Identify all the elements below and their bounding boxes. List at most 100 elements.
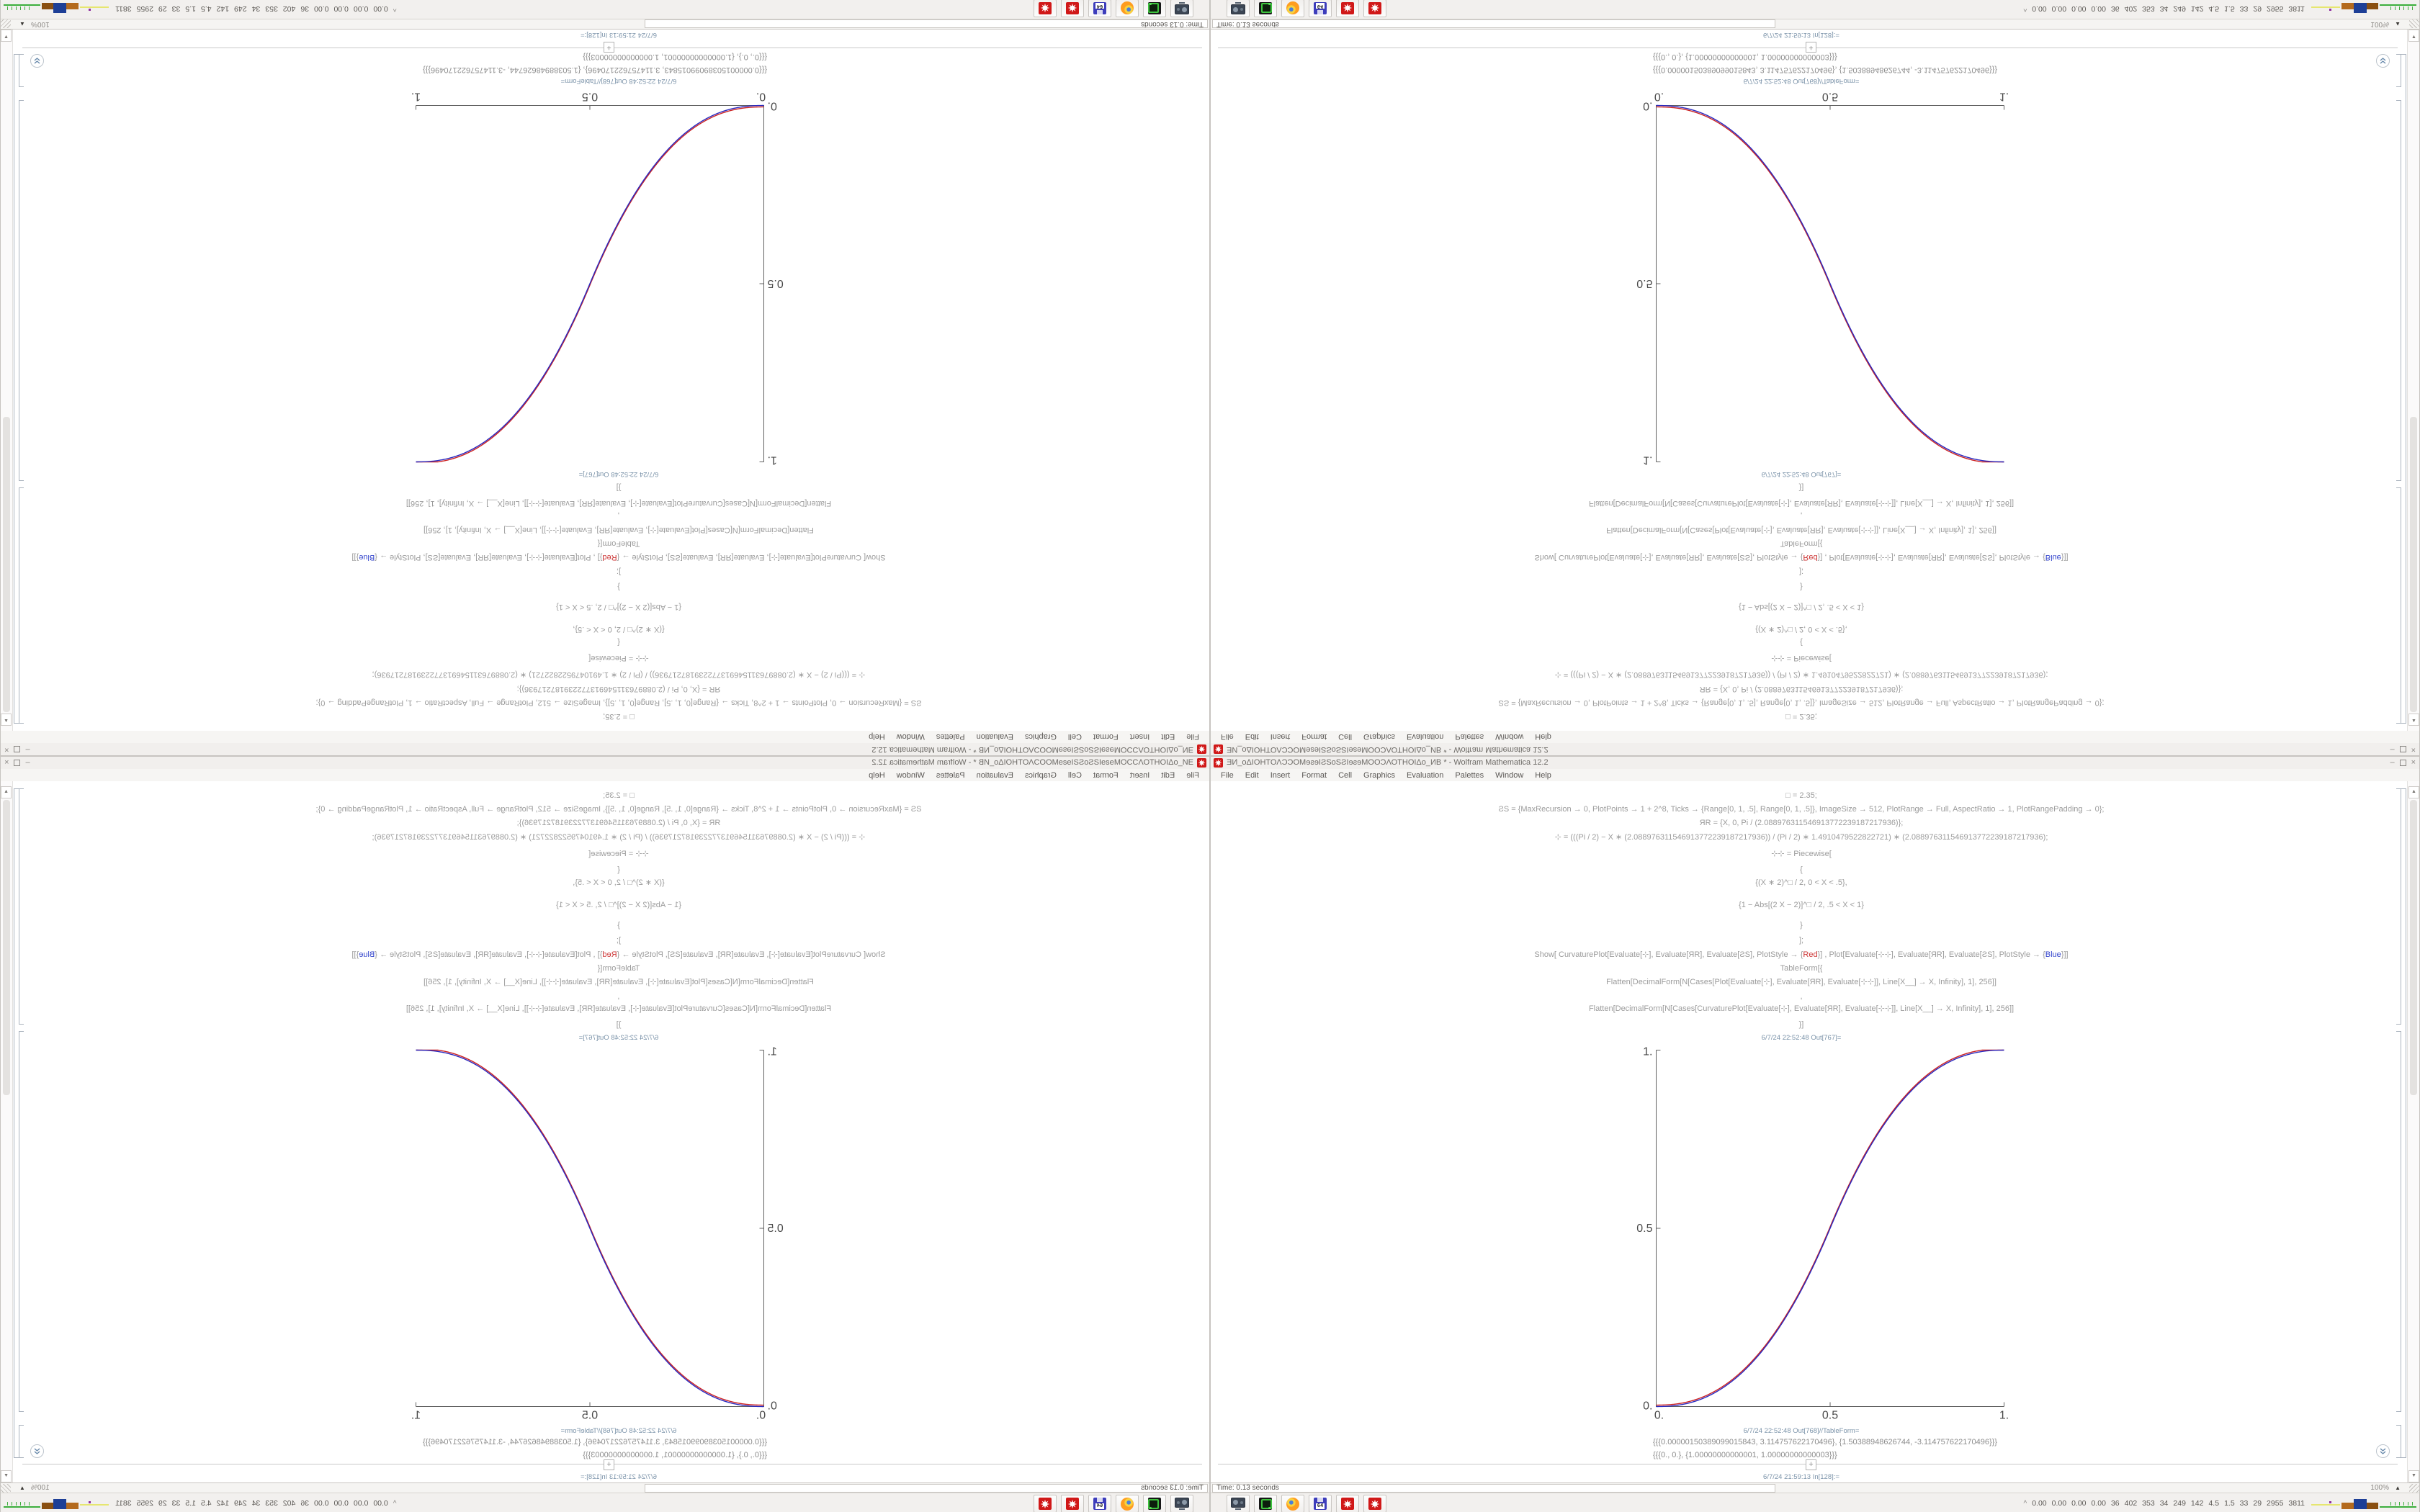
menu-item-palettes[interactable]: Palettes xyxy=(1455,770,1484,780)
code-line[interactable]: ⊹⊹ = Piecewise[ xyxy=(1771,654,1832,662)
code-line[interactable]: ⊹ = (((Pi / 2) − X ∗ (2.0889763115469137… xyxy=(372,670,866,679)
code-line[interactable]: ƧS = {MaxRecursion → 0, PlotPoints → 1 +… xyxy=(1498,805,2105,814)
maximize-icon[interactable] xyxy=(14,760,21,766)
notebook-content[interactable]: □ = 2.35; ƧS = {MaxRecursion → 0, PlotPoi… xyxy=(1,30,1209,731)
code-line[interactable]: ЯR = {X, 0, Pi / (2.08897631154691377223… xyxy=(1699,685,1904,693)
scrollbar-thumb[interactable] xyxy=(2410,417,2417,712)
menu-item-cell[interactable]: Cell xyxy=(1067,770,1082,780)
taskbar-app-floppy64[interactable]: 64 xyxy=(1088,1495,1111,1512)
code-line[interactable]: ]; xyxy=(1798,936,1804,945)
code-line[interactable]: ⊹⊹ = Piecewise[ xyxy=(588,850,649,858)
code-line[interactable]: ]; xyxy=(1798,567,1804,576)
minimize-icon[interactable]: – xyxy=(2390,758,2395,767)
code-line[interactable]: } xyxy=(1800,921,1803,930)
taskbar-app-mathematica-2[interactable] xyxy=(1034,0,1057,17)
resize-grip[interactable] xyxy=(1,19,11,28)
zoom-level[interactable]: 100% xyxy=(2370,1484,2389,1492)
maximize-icon[interactable] xyxy=(2399,746,2406,752)
taskbar-app-mathematica-1[interactable] xyxy=(1061,0,1084,17)
taskbar-app-floppy64[interactable]: 64 xyxy=(1309,0,1332,17)
scroll-down-icon[interactable]: ▼ xyxy=(1,30,12,42)
tray-collapse-icon[interactable]: ^ xyxy=(393,4,397,12)
menu-item-format[interactable]: Format xyxy=(1093,770,1119,780)
menu-item-insert[interactable]: Insert xyxy=(1270,770,1291,780)
taskbar-app-floppy64[interactable]: 64 xyxy=(1309,1495,1332,1512)
code-line[interactable]: { xyxy=(617,865,620,874)
code-line[interactable]: □ = 2.35; xyxy=(603,712,635,721)
menu-item-file[interactable]: File xyxy=(1186,770,1199,780)
window-titlebar[interactable]: ƎИ_oΔΙΟΗΤΟΛƆƆΟΜɘƨɘΙƧSoSƧΙɘƨɘΜΟΟƆΛΟΤΗΟΙΔo… xyxy=(1211,757,2419,770)
scroll-down-icon[interactable]: ▼ xyxy=(2408,30,2419,42)
window-titlebar[interactable]: ƎИ_oΔΙΟΗΤΟΛƆƆΟΜɘƨɘΙƧSoSƧΙɘƨɘΜΟΟƆΛΟΤΗΟΙΔo… xyxy=(1,757,1209,770)
taskbar-app-disk-utility[interactable] xyxy=(1143,0,1166,17)
menu-item-evaluation[interactable]: Evaluation xyxy=(1407,770,1444,780)
cell-group-bracket[interactable] xyxy=(14,54,19,724)
menu-item-insert[interactable]: Insert xyxy=(1270,732,1291,742)
tableform-cell-bracket[interactable] xyxy=(19,1425,24,1458)
close-icon[interactable]: × xyxy=(4,745,9,754)
suggestions-toggle-icon[interactable] xyxy=(30,1444,44,1458)
code-line[interactable]: Flatten[DecimalForm[N[Cases[CurvaturePlo… xyxy=(1588,1004,2015,1013)
input-cell-bracket[interactable] xyxy=(2396,788,2401,1025)
maximize-icon[interactable] xyxy=(2399,760,2406,766)
menu-item-file[interactable]: File xyxy=(1221,732,1234,742)
code-line[interactable]: Show[ CurvaturePlot[Evaluate[⊹], Evaluat… xyxy=(351,950,886,959)
code-line[interactable]: ƧS = {MaxRecursion → 0, PlotPoints → 1 +… xyxy=(315,805,922,814)
taskbar-app-display-settings[interactable] xyxy=(1170,1495,1193,1512)
code-line[interactable]: {1 − Abs[(2 X − 2)]^□ / 2, .5 < X < 1} xyxy=(1739,901,1864,909)
code-line[interactable]: ⊹⊹ = Piecewise[ xyxy=(588,654,649,662)
tableform-cell-bracket[interactable] xyxy=(2396,1425,2401,1458)
scroll-up-icon[interactable]: ▲ xyxy=(1,714,12,726)
plot-cell-bracket[interactable] xyxy=(2396,1031,2401,1412)
insert-cell-button[interactable]: + xyxy=(604,1459,614,1470)
code-line[interactable]: ƧS = {MaxRecursion → 0, PlotPoints → 1 +… xyxy=(315,698,922,707)
menu-item-help[interactable]: Help xyxy=(869,770,885,780)
insert-cell-button[interactable]: + xyxy=(1806,42,1816,53)
minimize-icon[interactable]: – xyxy=(25,745,30,754)
cell-group-bracket[interactable] xyxy=(2401,788,2406,1458)
minimize-icon[interactable]: – xyxy=(2390,745,2395,754)
scrollbar-thumb[interactable] xyxy=(3,417,10,712)
menu-item-graphics[interactable]: Graphics xyxy=(1363,770,1396,780)
menu-item-palettes[interactable]: Palettes xyxy=(936,770,965,780)
tray-collapse-icon[interactable]: ^ xyxy=(393,1500,397,1508)
zoom-level[interactable]: 100% xyxy=(31,20,50,28)
menu-item-format[interactable]: Format xyxy=(1093,732,1119,742)
menu-item-graphics[interactable]: Graphics xyxy=(1024,732,1057,742)
taskbar-app-firefox[interactable] xyxy=(1281,1495,1304,1512)
resize-grip[interactable] xyxy=(2409,19,2419,28)
code-line[interactable]: ƧS = {MaxRecursion → 0, PlotPoints → 1 +… xyxy=(1498,698,2105,707)
code-line[interactable]: ⊹ = (((Pi / 2) − X ∗ (2.0889763115469137… xyxy=(372,833,866,842)
menu-item-format[interactable]: Format xyxy=(1301,770,1327,780)
code-line[interactable]: Flatten[DecimalForm[N[Cases[Plot[Evaluat… xyxy=(424,526,814,534)
code-line[interactable]: Flatten[DecimalForm[N[Cases[Plot[Evaluat… xyxy=(1606,526,1996,534)
vertical-scrollbar[interactable]: ▲ ▼ xyxy=(2407,30,2419,731)
input-cell-bracket[interactable] xyxy=(2396,487,2401,724)
menu-item-window[interactable]: Window xyxy=(1495,770,1524,780)
code-line[interactable]: { xyxy=(1800,865,1803,874)
code-line[interactable]: }] xyxy=(1798,483,1804,492)
code-line[interactable]: {1 − Abs[(2 X − 2)]^□ / 2, .5 < X < 1} xyxy=(556,901,681,909)
code-line[interactable]: , xyxy=(1800,511,1803,520)
resize-grip[interactable] xyxy=(2409,1484,2419,1493)
taskbar-app-disk-utility[interactable] xyxy=(1143,1495,1166,1512)
code-line[interactable]: □ = 2.35; xyxy=(1785,712,1817,721)
zoom-popup-icon[interactable]: ▲ xyxy=(2395,21,2401,27)
scroll-down-icon[interactable]: ▼ xyxy=(2408,1470,2419,1482)
menu-item-edit[interactable]: Edit xyxy=(1161,770,1175,780)
menu-item-format[interactable]: Format xyxy=(1301,732,1327,742)
code-line[interactable]: ⊹⊹ = Piecewise[ xyxy=(1771,850,1832,858)
menu-item-insert[interactable]: Insert xyxy=(1129,732,1150,742)
input-cell-bracket[interactable] xyxy=(19,788,24,1025)
code-line[interactable]: Show[ CurvaturePlot[Evaluate[⊹], Evaluat… xyxy=(351,553,886,562)
code-line[interactable]: □ = 2.35; xyxy=(1785,791,1817,800)
code-line[interactable]: Show[ CurvaturePlot[Evaluate[⊹], Evaluat… xyxy=(1534,950,2069,959)
tray-collapse-icon[interactable]: ^ xyxy=(2023,1500,2027,1508)
plot-cell-bracket[interactable] xyxy=(19,1031,24,1412)
menu-item-evaluation[interactable]: Evaluation xyxy=(976,732,1013,742)
scroll-up-icon[interactable]: ▲ xyxy=(2408,786,2419,798)
close-icon[interactable]: × xyxy=(2411,745,2416,754)
code-line[interactable]: ЯR = {X, 0, Pi / (2.08897631154691377223… xyxy=(516,685,721,693)
plot-cell-bracket[interactable] xyxy=(19,100,24,481)
close-icon[interactable]: × xyxy=(2411,758,2416,767)
